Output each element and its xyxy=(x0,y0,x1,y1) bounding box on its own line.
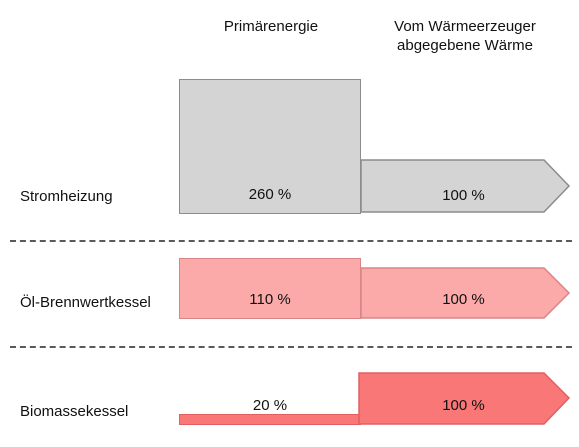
primary-energy-value-oel-brennwertkessel: 110 % xyxy=(249,291,291,308)
row-divider-2 xyxy=(10,346,572,348)
primary-energy-value-biomassekessel: 20 % xyxy=(252,397,288,414)
column-header-delivered-heat-line1: Vom Wärmeerzeuger xyxy=(394,18,536,35)
row-label-stromheizung: Stromheizung xyxy=(20,188,113,205)
primary-energy-bar-stromheizung xyxy=(179,79,361,214)
delivered-heat-value-oel-brennwertkessel: 100 % xyxy=(442,291,485,308)
column-header-primary-energy: Primärenergie xyxy=(180,17,362,36)
column-header-delivered-heat-line2: abgegebene Wärme xyxy=(397,37,533,54)
row-label-oel-brennwertkessel: Öl-Brennwertkessel xyxy=(20,294,151,311)
row-divider-1 xyxy=(10,240,572,242)
primary-energy-bar-oel-brennwertkessel xyxy=(179,258,361,319)
delivered-heat-value-biomassekessel: 100 % xyxy=(442,397,485,414)
delivered-heat-value-stromheizung: 100 % xyxy=(442,187,485,204)
column-header-primary-energy-text: Primärenergie xyxy=(223,18,319,35)
row-label-biomassekessel: Biomassekessel xyxy=(20,403,129,420)
column-header-delivered-heat: Vom Wärmeerzeuger abgegebene Wärme xyxy=(370,17,560,55)
primary-energy-value-stromheizung: 260 % xyxy=(248,186,292,203)
